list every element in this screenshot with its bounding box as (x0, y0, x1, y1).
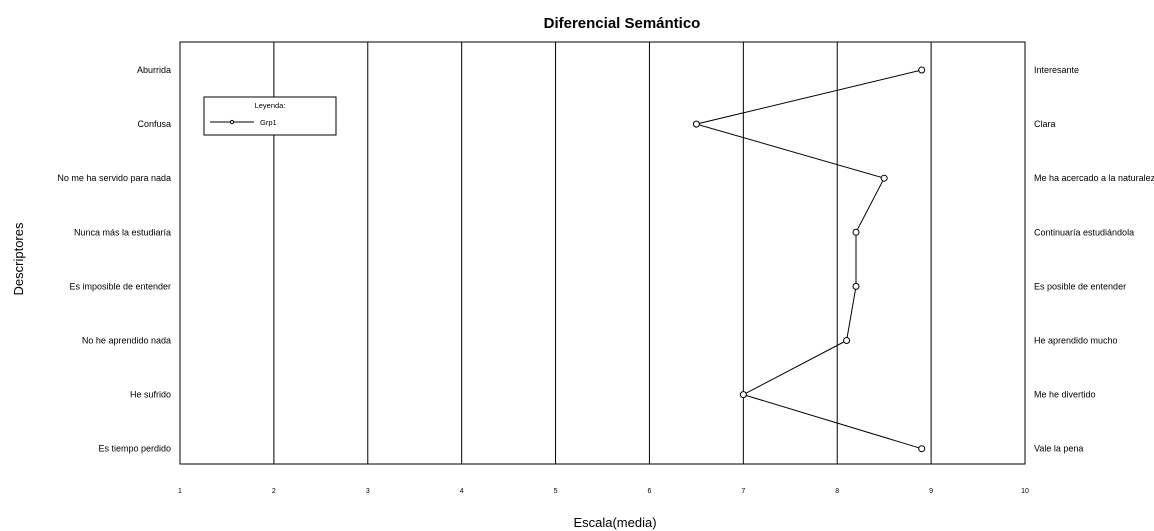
left-descriptor: He sufrido (130, 390, 171, 400)
data-point (739, 391, 747, 399)
x-tick-label: 2 (272, 488, 276, 495)
data-point (843, 337, 851, 344)
left-descriptor: Aburrida (137, 65, 171, 75)
right-descriptor: Me ha acercado a la naturaleza (1034, 173, 1154, 183)
x-tick-label: 6 (647, 488, 651, 495)
right-descriptor: He aprendido mucho (1034, 336, 1118, 346)
data-point (692, 120, 700, 128)
data-point (852, 228, 860, 236)
x-tick-label: 8 (835, 488, 839, 495)
legend: Leyenda: Grp1 (203, 96, 337, 136)
left-descriptor: No me ha servido para nada (57, 173, 171, 183)
x-tick-label: 10 (1021, 488, 1029, 495)
right-descriptor: Me he divertido (1034, 390, 1096, 400)
vertical-grid-lines (273, 42, 932, 464)
data-point (880, 174, 888, 182)
left-descriptor-labels: Aburrida Confusa No me ha servido para nad… (57, 65, 171, 454)
y-axis-label: Descriptores (11, 222, 26, 295)
legend-title: Leyenda: (255, 101, 286, 110)
left-descriptor: Confusa (137, 119, 171, 129)
right-descriptor: Es posible de entender (1034, 281, 1126, 291)
right-descriptor: Interesante (1034, 65, 1079, 75)
x-tick-label: 1 (178, 488, 182, 495)
series-line (694, 69, 922, 450)
left-descriptor: No he aprendido nada (82, 336, 171, 346)
right-descriptor-labels: Interesante Clara Me ha acercado a la natu… (1034, 65, 1154, 454)
right-descriptor: Clara (1034, 119, 1056, 129)
right-descriptor: Continuaría estudiándola (1034, 227, 1134, 237)
plot-frame (179, 41, 1026, 465)
data-point (852, 282, 860, 290)
legend-box (203, 96, 337, 136)
left-descriptor: Es imposible de entender (69, 281, 171, 291)
data-point (918, 445, 926, 453)
x-axis-label: Escala(media) (573, 515, 656, 530)
x-tick-label: 7 (741, 488, 745, 495)
right-descriptor: Vale la pena (1034, 444, 1083, 454)
x-tick-label: 5 (554, 488, 558, 495)
legend-series-name: Grp1 (260, 118, 277, 127)
left-descriptor: Es tiempo perdido (98, 444, 171, 454)
x-tick-label: 4 (460, 488, 464, 495)
data-point (918, 66, 926, 74)
chart-title: Diferencial Semántico (544, 15, 701, 32)
x-tick-label: 3 (366, 488, 370, 495)
x-tick-label: 9 (929, 488, 933, 495)
legend-marker (229, 119, 235, 125)
series-group (692, 66, 926, 453)
x-tick-labels: 1 2 3 4 5 6 7 8 9 10 (178, 488, 1029, 495)
left-descriptor: Nunca más la estudiaría (74, 227, 171, 237)
